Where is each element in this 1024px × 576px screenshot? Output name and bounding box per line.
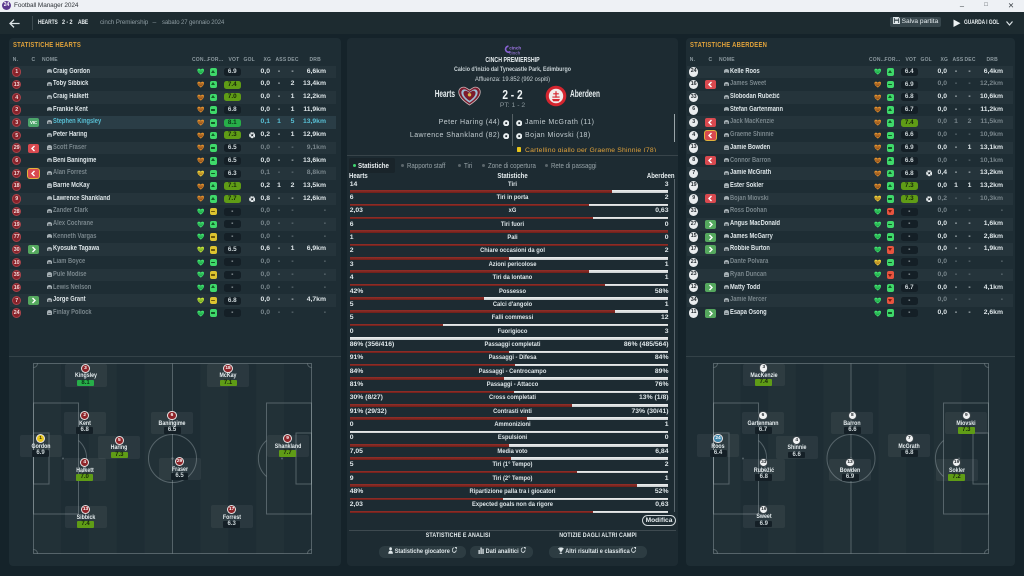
svg-text:cinch: cinch [509,45,521,50]
svg-text:cinch: cinch [509,50,520,55]
